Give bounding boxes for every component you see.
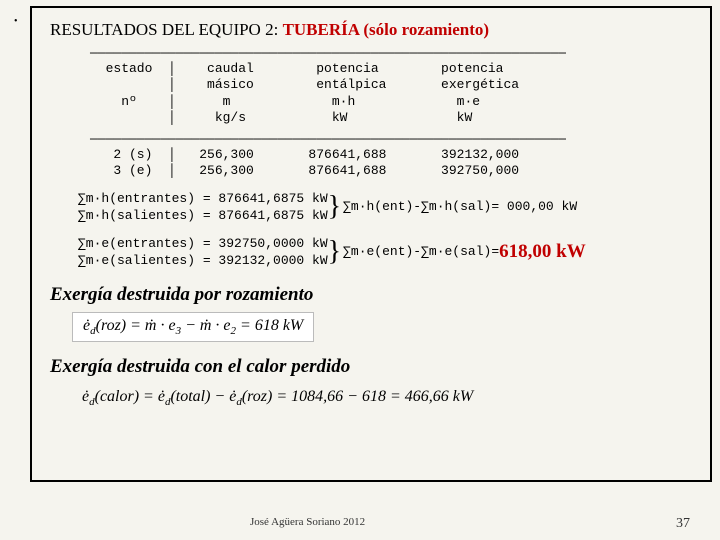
th4: │ kg/s kW kW	[90, 110, 472, 125]
footer-author: José Agüera Soriano 2012	[250, 516, 365, 532]
th3: nº │ m m·h m·e	[90, 94, 480, 109]
bracket-icon: }	[328, 245, 341, 259]
sum-h-ent: ∑m·h(entrantes) = 876641,6875 kW	[78, 190, 328, 208]
sum-h-left: ∑m·h(entrantes) = 876641,6875 kW ∑m·h(sa…	[78, 190, 328, 225]
sum-h-sal: ∑m·h(salientes) = 876641,6875 kW	[78, 207, 328, 225]
sum-e-ent: ∑m·e(entrantes) = 392750,0000 kW	[78, 235, 328, 253]
th1: estado │ caudal potencia potencia	[90, 61, 503, 76]
bracket-icon: }	[328, 200, 341, 214]
th2: │ másico entálpica exergética	[90, 77, 519, 92]
bullet-dot: •	[14, 16, 18, 27]
table-rule-mid: ────────────────────────────────────────…	[90, 132, 692, 147]
sum-e-left: ∑m·e(entrantes) = 392750,0000 kW ∑m·e(sa…	[78, 235, 328, 270]
heading-calor: Exergía destruida con el calor perdido	[50, 356, 692, 378]
formula-calor: ėd(calor) = ėd(total) − ėd(roz) = 1084,6…	[72, 384, 483, 412]
sum-e-diff-label: ∑m·e(ent)-∑m·e(sal)=	[343, 243, 499, 261]
title-red: TUBERÍA (sólo rozamiento)	[283, 20, 490, 39]
sum-e-sal: ∑m·e(salientes) = 392132,0000 kW	[78, 252, 328, 270]
sum-e-diff-value: 618,00 kW	[499, 239, 586, 265]
footer: José Agüera Soriano 2012 37	[0, 516, 720, 532]
sum-h-diff: ∑m·h(ent)-∑m·h(sal)= 000,00 kW	[343, 198, 577, 216]
enthalpy-sums: ∑m·h(entrantes) = 876641,6875 kW ∑m·h(sa…	[78, 190, 692, 225]
tr2: 3 (e) │ 256,300 876641,688 392750,000	[90, 163, 519, 178]
slide-frame: RESULTADOS DEL EQUIPO 2: TUBERÍA (sólo r…	[30, 6, 712, 482]
slide-number: 37	[676, 516, 690, 532]
exergy-sums: ∑m·e(entrantes) = 392750,0000 kW ∑m·e(sa…	[78, 235, 692, 270]
title-prefix: RESULTADOS DEL EQUIPO 2:	[50, 20, 283, 39]
slide-title: RESULTADOS DEL EQUIPO 2: TUBERÍA (sólo r…	[50, 20, 692, 40]
tr1: 2 (s) │ 256,300 876641,688 392132,000	[90, 147, 519, 162]
table-rule-top: ────────────────────────────────────────…	[90, 46, 692, 61]
table-header: estado │ caudal potencia potencia │ mási…	[90, 61, 692, 126]
formula-rozamiento: ėd(roz) = ṁ · e3 − ṁ · e2 = 618 kW	[72, 312, 314, 342]
table-body: 2 (s) │ 256,300 876641,688 392132,000 3 …	[90, 147, 692, 180]
heading-rozamiento: Exergía destruida por rozamiento	[50, 284, 692, 306]
